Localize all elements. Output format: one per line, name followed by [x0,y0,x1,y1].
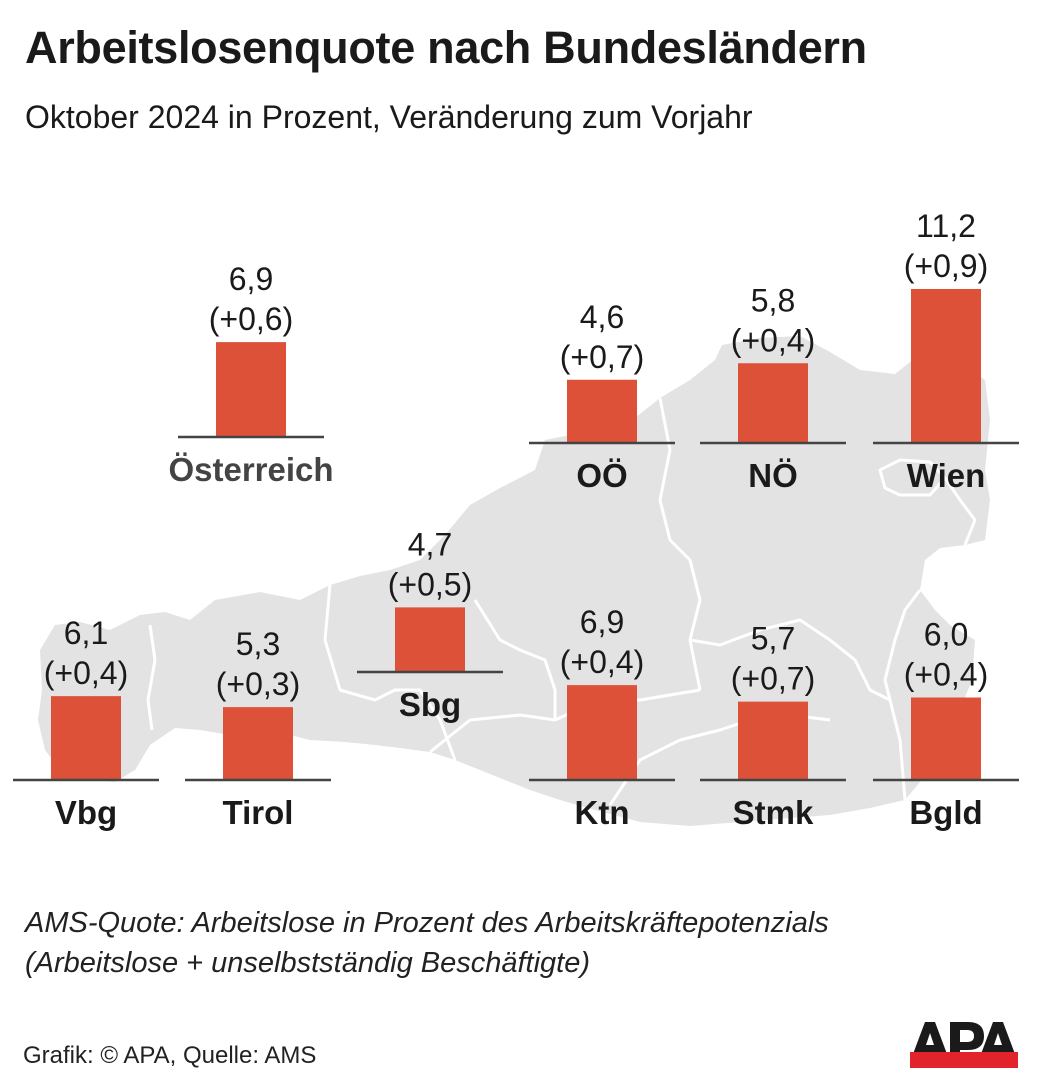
value-label-noe: 5,8 [751,282,795,318]
chart-subtitle: Oktober 2024 in Prozent, Veränderung zum… [25,99,753,135]
change-label-ooe: (+0,7) [560,339,644,375]
bar-stmk [738,701,808,780]
category-label-tirol: Tirol [223,794,294,831]
value-label-vbg: 6,1 [64,615,108,651]
border-sbg-ktn [429,688,701,754]
value-label-bgld: 6,0 [924,617,968,653]
bar-wien [911,289,981,443]
category-label-oesterreich: Österreich [168,451,333,488]
value-label-stmk: 5,7 [751,621,795,657]
border-noe-bgld [883,589,922,801]
border-noe-stmk [689,618,891,702]
bar-noe [738,363,808,443]
footnote-line-1: AMS-Quote: Arbeitslose in Prozent des Ar… [25,907,829,939]
change-label-tirol: (+0,3) [216,666,300,702]
value-label-ooe: 4,6 [580,299,624,335]
bar-oesterreich [216,342,286,437]
bar-bgld [911,697,981,780]
category-label-ktn: Ktn [575,794,630,831]
state-borders [146,397,977,806]
source-credit: Grafik: © APA, Quelle: AMS [23,1042,317,1069]
category-label-wien: Wien [907,457,986,494]
category-label-bgld: Bgld [909,794,982,831]
value-label-sbg: 4,7 [408,526,452,562]
footnote-line-2: (Arbeitslose + unselbstständig Beschäfti… [25,947,591,979]
change-label-oesterreich: (+0,6) [209,301,293,337]
change-label-noe: (+0,4) [731,322,815,358]
change-label-stmk: (+0,7) [731,661,815,697]
bar-ooe [567,379,637,443]
chart-title: Arbeitslosenquote nach Bundesländern [25,22,867,73]
change-label-sbg: (+0,5) [388,566,472,602]
border-vbg-tirol [146,624,157,731]
change-label-wien: (+0,9) [904,248,988,284]
bar-sbg [395,607,465,672]
change-label-vbg: (+0,4) [44,655,128,691]
change-label-bgld: (+0,4) [904,657,988,693]
border-noe-east [943,477,977,546]
value-label-oesterreich: 6,9 [229,261,273,297]
bar-vbg [51,696,121,780]
value-label-tirol: 5,3 [236,626,280,662]
bar-tirol [223,707,293,780]
category-label-sbg: Sbg [399,686,461,723]
change-label-ktn: (+0,4) [560,644,644,680]
apa-logo [910,1022,1018,1068]
bar-ktn [567,685,637,780]
category-label-stmk: Stmk [733,794,814,831]
value-label-ktn: 6,9 [580,604,624,640]
category-label-noe: NÖ [748,457,798,494]
category-label-ooe: OÖ [576,457,627,494]
value-label-wien: 11,2 [916,208,976,244]
logo-red-band [910,1052,1018,1068]
footnote: AMS-Quote: Arbeitslose in Prozent des Ar… [25,903,829,983]
border-tirol-sbg [323,584,457,761]
border-sbg-ooe [473,599,557,720]
border-ooe-noe [658,397,702,691]
border-wien [878,458,947,497]
category-label-vbg: Vbg [55,794,117,831]
